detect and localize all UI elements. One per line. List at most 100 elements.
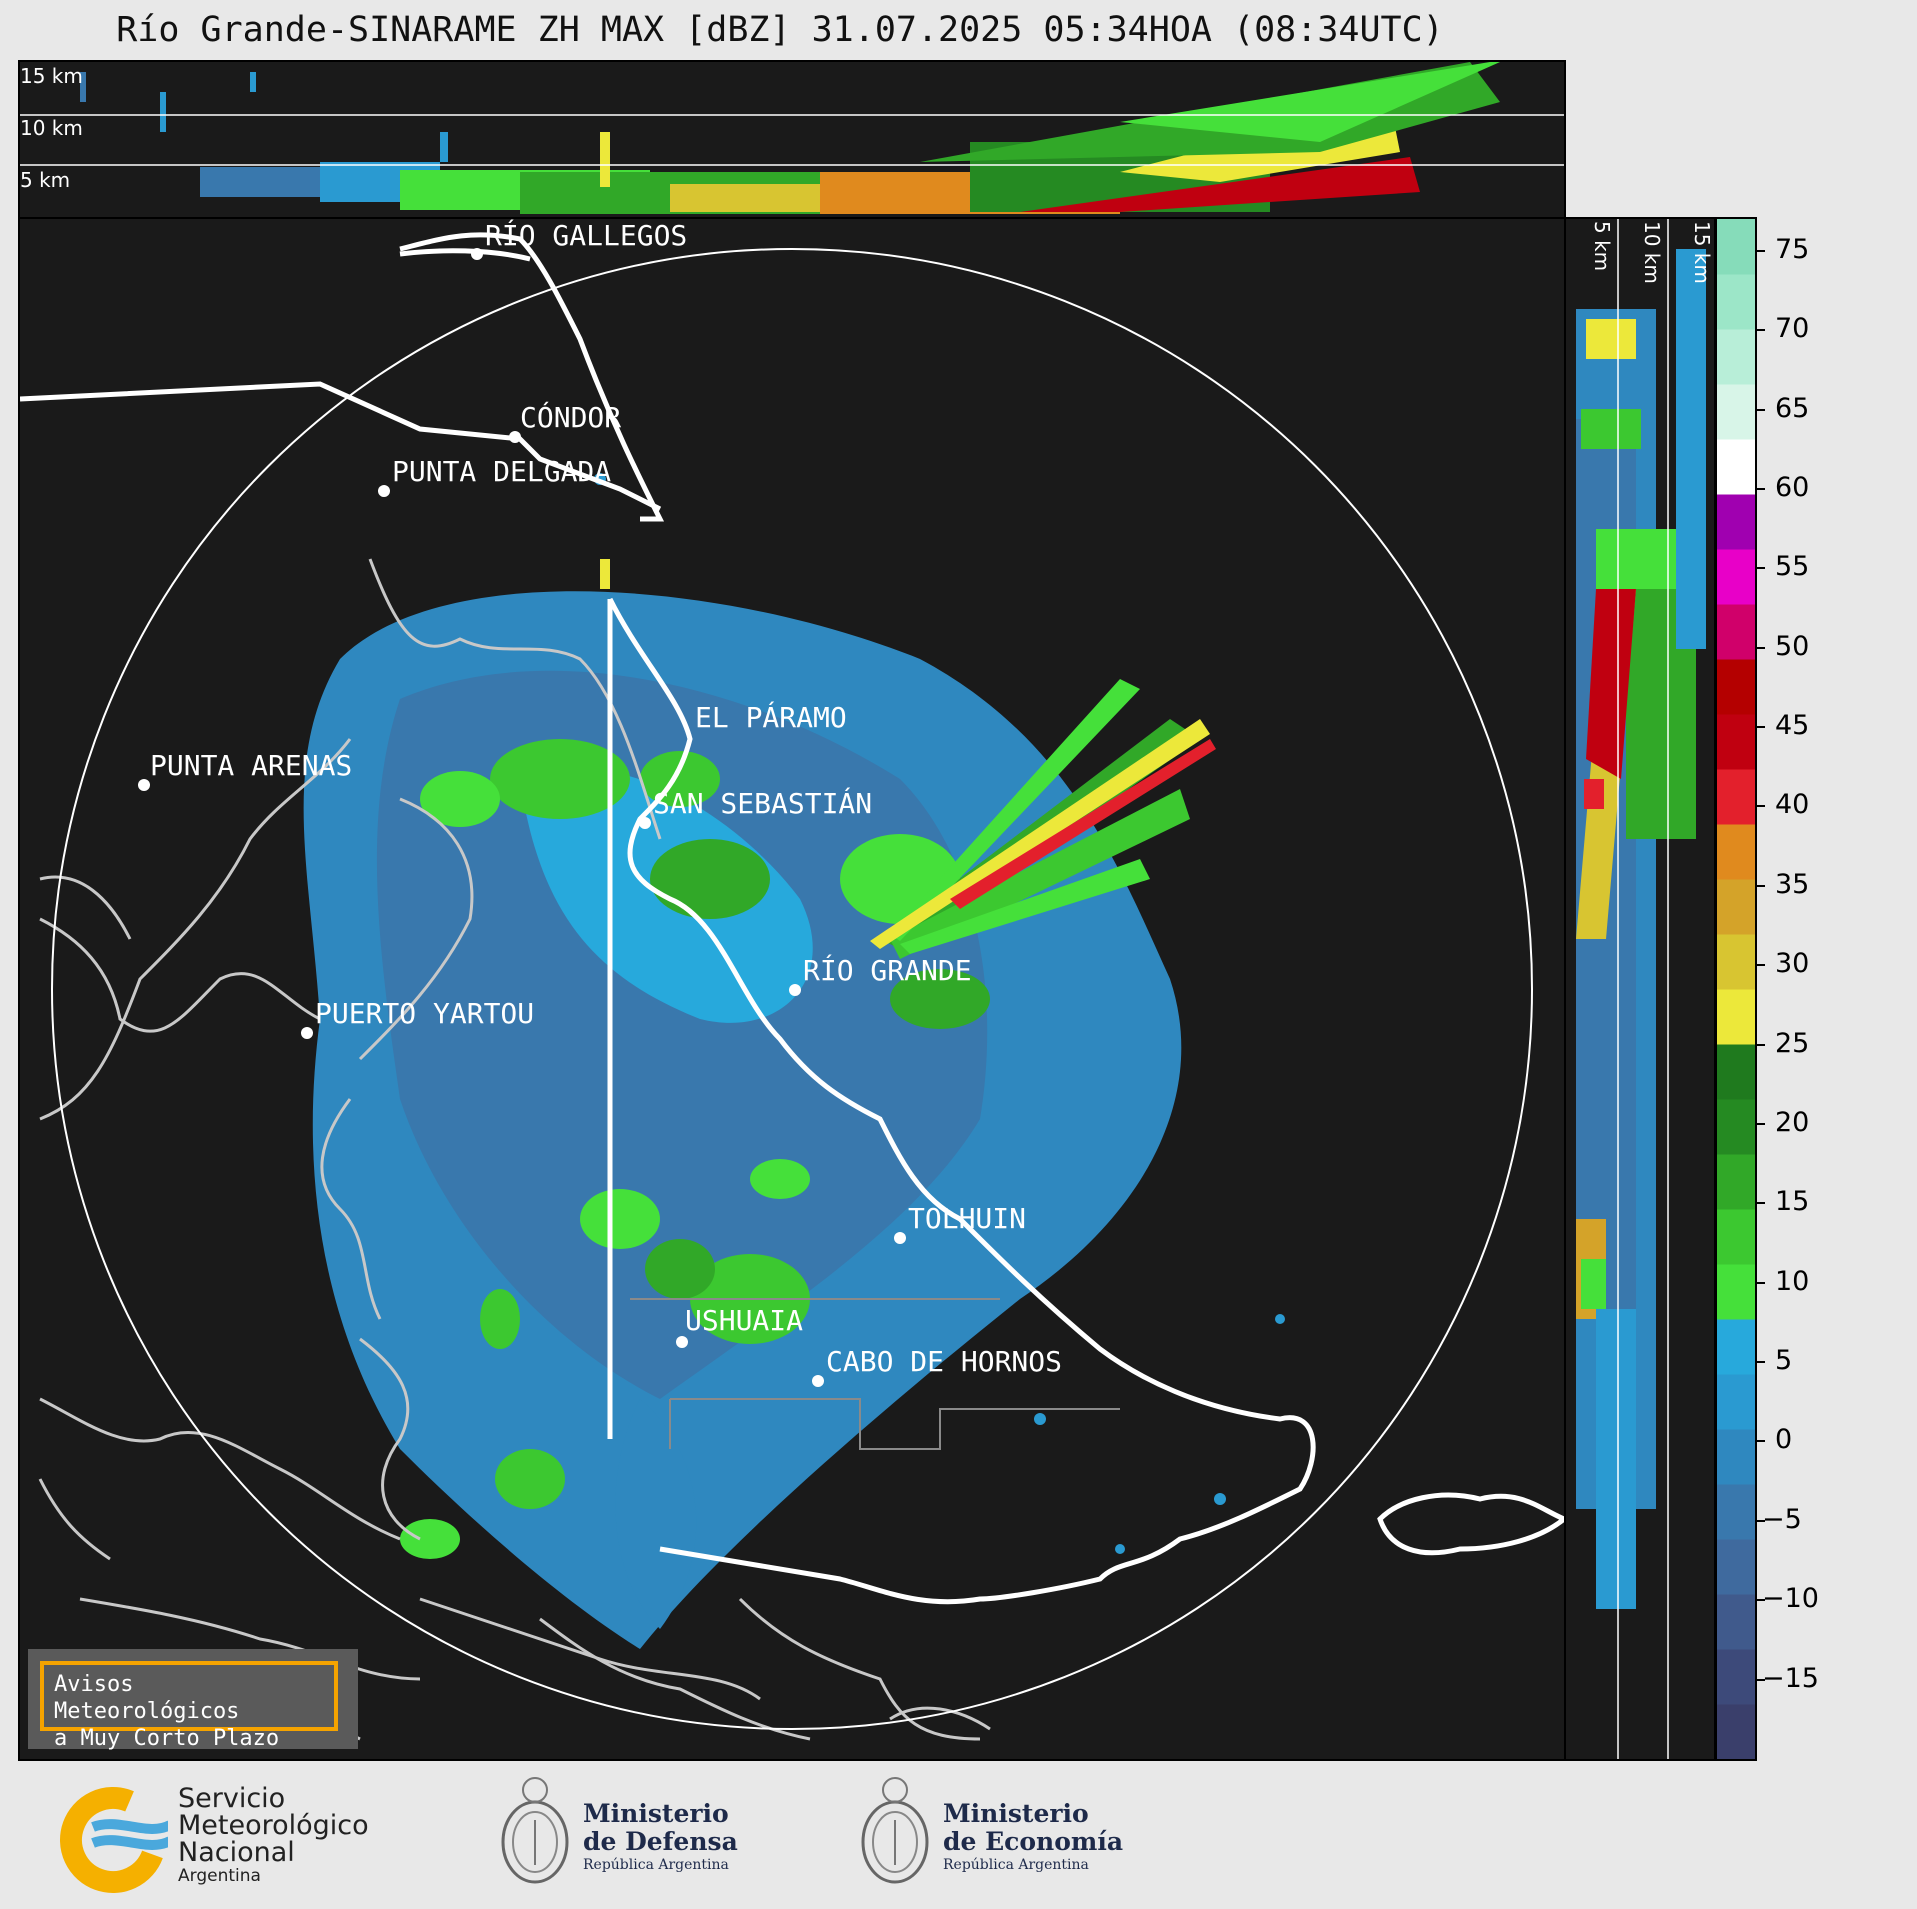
colorbar-tick-label: 70 bbox=[1775, 313, 1810, 345]
smn-logo-icon bbox=[60, 1787, 168, 1893]
colorbar-segment bbox=[1717, 934, 1755, 990]
colorbar-tick bbox=[1757, 1440, 1765, 1443]
economia-logo: Ministerio de Economía República Argenti… bbox=[855, 1770, 1135, 1900]
city-marker-rio-grande bbox=[789, 984, 801, 996]
colorbar-tick bbox=[1757, 1281, 1765, 1284]
colorbar-segment bbox=[1717, 1264, 1755, 1320]
colorbar-tick-label: 75 bbox=[1775, 233, 1810, 265]
city-marker-san-sebastian bbox=[639, 817, 651, 829]
colorbar-tick bbox=[1757, 726, 1765, 729]
smn-line-3: Nacional bbox=[178, 1837, 295, 1868]
colorbar-tick bbox=[1757, 805, 1765, 808]
colorbar-segment bbox=[1717, 659, 1755, 715]
colorbar-segment bbox=[1717, 989, 1755, 1045]
colorbar-tick-label: 0 bbox=[1775, 1424, 1793, 1456]
colorbar-segment bbox=[1717, 1594, 1755, 1650]
defensa-line-3: República Argentina bbox=[583, 1857, 729, 1873]
colorbar-segment bbox=[1717, 1044, 1755, 1100]
altitude-label-10km: 10 km bbox=[20, 116, 83, 140]
colorbar-tick-label: 5 bbox=[1775, 1345, 1793, 1377]
smn-logo: Servicio Meteorológico Nacional Argentin… bbox=[58, 1785, 398, 1895]
argentina-seal-icon bbox=[501, 1777, 569, 1884]
top-cross-section-echo bbox=[20, 62, 1564, 214]
colorbar-tick bbox=[1757, 1678, 1765, 1681]
city-label-rio-grande: RÍO GRANDE bbox=[803, 954, 972, 987]
colorbar-tick bbox=[1757, 646, 1765, 649]
colorbar-segment bbox=[1717, 1154, 1755, 1210]
colorbar-tick-label: 50 bbox=[1775, 630, 1810, 662]
economia-line-1: Ministerio bbox=[943, 1799, 1089, 1828]
side-cross-section: 5 km 10 km 15 km bbox=[1564, 217, 1716, 1761]
colorbar-tick-label: 45 bbox=[1775, 710, 1810, 742]
colorbar-tick-label: 40 bbox=[1775, 789, 1810, 821]
city-label-punta-delgada: PUNTA DELGADA bbox=[392, 455, 612, 488]
colorbar-tick bbox=[1757, 1361, 1765, 1364]
smn-line-1: Servicio bbox=[178, 1783, 286, 1814]
city-label-cabo-de-hornos: CABO DE HORNOS bbox=[826, 1345, 1063, 1378]
city-label-el-paramo: EL PÁRAMO bbox=[695, 701, 847, 734]
side-altitude-label-15km: 15 km bbox=[1690, 221, 1714, 284]
side-altitude-label-10km: 10 km bbox=[1640, 221, 1664, 284]
radar-map-canvas bbox=[20, 232, 1564, 1741]
colorbar-tick bbox=[1757, 1122, 1765, 1125]
colorbar-tick bbox=[1757, 964, 1765, 967]
colorbar-tick-label: 60 bbox=[1775, 471, 1810, 503]
colorbar-segment bbox=[1717, 1704, 1755, 1759]
notice-box: Avisos Meteorológicos a Muy Corto Plazo bbox=[28, 1649, 358, 1751]
department-borders bbox=[630, 1298, 1120, 1450]
city-marker-cabo-de-hornos bbox=[812, 1375, 824, 1387]
city-label-punta-arenas: PUNTA ARENAS bbox=[150, 749, 353, 782]
colorbar-tick bbox=[1757, 1599, 1765, 1602]
colorbar-segment bbox=[1717, 1484, 1755, 1540]
top-cross-section: 15 km 10 km 5 km bbox=[18, 60, 1566, 219]
smn-line-4: Argentina bbox=[178, 1866, 261, 1886]
colorbar-tick bbox=[1757, 1202, 1765, 1205]
city-label-ushuaia: USHUAIA bbox=[685, 1304, 804, 1337]
city-marker-tolhuin bbox=[894, 1232, 906, 1244]
colorbar-segment bbox=[1717, 439, 1755, 495]
colorbar-tick bbox=[1757, 487, 1765, 490]
altitude-label-15km: 15 km bbox=[20, 64, 83, 88]
economia-line-2: de Economía bbox=[943, 1827, 1124, 1856]
colorbar-segment bbox=[1717, 1099, 1755, 1155]
colorbar-tick-label: 65 bbox=[1775, 392, 1810, 424]
colorbar-segment bbox=[1717, 769, 1755, 825]
colorbar-tick bbox=[1757, 249, 1765, 252]
smn-line-2: Meteorológico bbox=[178, 1810, 369, 1841]
economia-line-3: República Argentina bbox=[943, 1857, 1089, 1873]
colorbar-tick-label: 15 bbox=[1775, 1186, 1810, 1218]
colorbar-tick-label: −5 bbox=[1762, 1503, 1802, 1535]
colorbar-segment bbox=[1717, 274, 1755, 330]
city-label-puerto-yartou: PUERTO YARTOU bbox=[315, 997, 535, 1030]
colorbar-segment bbox=[1717, 549, 1755, 605]
notice-box-inner: Avisos Meteorológicos a Muy Corto Plazo bbox=[40, 1661, 338, 1751]
colorbar-tick-label: −10 bbox=[1762, 1583, 1819, 1615]
colorbar-tick-label: 20 bbox=[1775, 1106, 1810, 1138]
city-label-rio-gallegos: RÍO GALLEGOS bbox=[485, 219, 688, 252]
colorbar-segment bbox=[1717, 714, 1755, 770]
colorbar-tick-label: −15 bbox=[1762, 1662, 1819, 1694]
side-cross-section-echo bbox=[1576, 219, 1706, 1759]
colorbar-tick-label: 10 bbox=[1775, 1265, 1810, 1297]
altitude-label-5km: 5 km bbox=[20, 168, 71, 192]
city-marker-puerto-yartou bbox=[301, 1027, 313, 1039]
colorbar-segment bbox=[1717, 329, 1755, 385]
colorbar-segment bbox=[1717, 824, 1755, 880]
colorbar-gradient bbox=[1717, 219, 1755, 1759]
colorbar-segment bbox=[1717, 219, 1755, 275]
defensa-line-1: Ministerio bbox=[583, 1799, 729, 1828]
colorbar-tick bbox=[1757, 408, 1765, 411]
notice-line-1: Avisos Meteorológicos bbox=[54, 1672, 240, 1724]
colorbar-segment bbox=[1717, 1319, 1755, 1375]
colorbar-segment bbox=[1717, 494, 1755, 550]
city-marker-punta-arenas bbox=[138, 779, 150, 791]
colorbar-tick bbox=[1757, 884, 1765, 887]
defensa-line-2: de Defensa bbox=[583, 1827, 738, 1856]
side-altitude-label-5km: 5 km bbox=[1590, 221, 1614, 272]
radar-map: RÍO GALLEGOS CÓNDOR PUNTA DELGADA EL PÁR… bbox=[18, 217, 1566, 1761]
city-label-condor: CÓNDOR bbox=[520, 401, 622, 434]
colorbar-segment bbox=[1717, 1209, 1755, 1265]
colorbar-tick-label: 30 bbox=[1775, 948, 1810, 980]
colorbar-tick bbox=[1757, 1519, 1765, 1522]
colorbar-segment bbox=[1717, 384, 1755, 440]
